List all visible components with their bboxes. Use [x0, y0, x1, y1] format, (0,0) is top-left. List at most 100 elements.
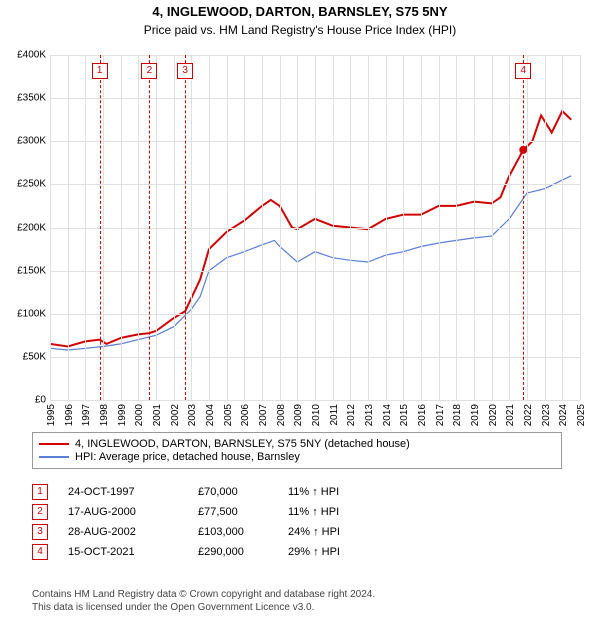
- x-axis-label: 2008: [276, 404, 287, 426]
- legend-label: HPI: Average price, detached house, Barn…: [75, 451, 300, 463]
- gridline-v: [403, 55, 404, 400]
- x-axis-label: 2001: [152, 404, 163, 426]
- event-marker-box: 3: [177, 63, 193, 79]
- event-marker-box: 1: [92, 63, 108, 79]
- x-axis-label: 2017: [435, 404, 446, 426]
- event-row: 2 17-AUG-2000£77,50011% ↑ HPI: [32, 504, 358, 520]
- y-axis-label: £150K: [17, 265, 46, 276]
- event-marker-line: [185, 55, 186, 400]
- x-axis-label: 2011: [329, 404, 340, 426]
- y-axis-label: £400K: [17, 50, 46, 61]
- x-axis-label: 2024: [558, 404, 569, 426]
- address-title: 4, INGLEWOOD, DARTON, BARNSLEY, S75 5NY: [0, 4, 600, 19]
- gridline-h: [50, 400, 580, 401]
- event-marker-box: 2: [141, 63, 157, 79]
- x-axis-label: 2002: [170, 404, 181, 426]
- gridline-v: [456, 55, 457, 400]
- gridline-v: [439, 55, 440, 400]
- event-diff: 24% ↑ HPI: [288, 526, 358, 538]
- x-axis-label: 2022: [523, 404, 534, 426]
- gridline-v: [527, 55, 528, 400]
- gridline-v: [50, 55, 51, 400]
- y-axis-label: £250K: [17, 179, 46, 190]
- event-marker-box: 4: [515, 63, 531, 79]
- gridline-v: [333, 55, 334, 400]
- x-axis-label: 2013: [364, 404, 375, 426]
- x-axis-label: 2012: [346, 404, 357, 426]
- gridline-v: [85, 55, 86, 400]
- gridline-v: [262, 55, 263, 400]
- gridline-v: [509, 55, 510, 400]
- x-axis-label: 2015: [399, 404, 410, 426]
- gridline-v: [244, 55, 245, 400]
- event-index-box: 2: [32, 504, 48, 520]
- event-marker-line: [149, 55, 150, 400]
- event-date: 17-AUG-2000: [68, 506, 198, 518]
- gridline-v: [209, 55, 210, 400]
- gridline-v: [386, 55, 387, 400]
- y-axis-label: £300K: [17, 136, 46, 147]
- x-axis-label: 2023: [541, 404, 552, 426]
- x-axis-label: 2020: [488, 404, 499, 426]
- gridline-v: [174, 55, 175, 400]
- event-index-box: 1: [32, 484, 48, 500]
- event-price: £77,500: [198, 506, 288, 518]
- x-axis-label: 2007: [258, 404, 269, 426]
- price-chart: £0£50K£100K£150K£200K£250K£300K£350K£400…: [50, 55, 580, 400]
- event-price: £290,000: [198, 546, 288, 558]
- gridline-v: [227, 55, 228, 400]
- gridline-v: [562, 55, 563, 400]
- legend-item: 4, INGLEWOOD, DARTON, BARNSLEY, S75 5NY …: [39, 438, 555, 450]
- x-axis-label: 2025: [576, 404, 587, 426]
- x-axis-label: 2005: [223, 404, 234, 426]
- event-price: £103,000: [198, 526, 288, 538]
- x-axis-label: 1995: [46, 404, 57, 426]
- event-row: 1 24-OCT-1997£70,00011% ↑ HPI: [32, 484, 358, 500]
- event-diff: 29% ↑ HPI: [288, 546, 358, 558]
- gridline-v: [103, 55, 104, 400]
- gridline-v: [280, 55, 281, 400]
- y-axis-label: £100K: [17, 308, 46, 319]
- gridline-v: [492, 55, 493, 400]
- event-row: 328-AUG-2002£103,00024% ↑ HPI: [32, 524, 358, 540]
- event-date: 15-OCT-2021: [68, 546, 198, 558]
- event-diff: 11% ↑ HPI: [288, 486, 358, 498]
- x-axis-label: 2003: [187, 404, 198, 426]
- gridline-v: [350, 55, 351, 400]
- x-axis-label: 1996: [64, 404, 75, 426]
- event-index-box: 4: [32, 544, 48, 560]
- legend-label: 4, INGLEWOOD, DARTON, BARNSLEY, S75 5NY …: [75, 438, 410, 450]
- event-marker-line: [100, 55, 101, 400]
- x-axis-label: 1997: [81, 404, 92, 426]
- gridline-v: [368, 55, 369, 400]
- footer-licence: This data is licensed under the Open Gov…: [32, 601, 590, 614]
- event-price: £70,000: [198, 486, 288, 498]
- sale-events: 1 24-OCT-1997£70,00011% ↑ HPI 2 17-AUG-2000…: [32, 480, 358, 564]
- event-row: 4 15-OCT-2021£290,00029% ↑ HPI: [32, 544, 358, 560]
- y-axis-label: £0: [35, 395, 46, 406]
- gridline-v: [474, 55, 475, 400]
- y-axis-label: £50K: [23, 351, 46, 362]
- gridline-v: [191, 55, 192, 400]
- series-property: [50, 111, 571, 346]
- gridline-v: [121, 55, 122, 400]
- x-axis-label: 2010: [311, 404, 322, 426]
- x-axis-label: 1999: [117, 404, 128, 426]
- event-diff: 11% ↑ HPI: [288, 506, 358, 518]
- legend-swatch: [39, 456, 69, 458]
- x-axis-label: 2009: [293, 404, 304, 426]
- gridline-v: [297, 55, 298, 400]
- y-axis-label: £350K: [17, 93, 46, 104]
- legend-item: HPI: Average price, detached house, Barn…: [39, 451, 555, 463]
- event-date: 24-OCT-1997: [68, 486, 198, 498]
- x-axis-label: 2014: [382, 404, 393, 426]
- x-axis-label: 2004: [205, 404, 216, 426]
- footer-copyright: Contains HM Land Registry data © Crown c…: [32, 588, 590, 601]
- legend-swatch: [39, 443, 69, 445]
- gridline-v: [156, 55, 157, 400]
- x-axis-label: 2000: [134, 404, 145, 426]
- event-date: 28-AUG-2002: [68, 526, 198, 538]
- gridline-v: [315, 55, 316, 400]
- event-marker-line: [523, 55, 524, 400]
- x-axis-label: 2019: [470, 404, 481, 426]
